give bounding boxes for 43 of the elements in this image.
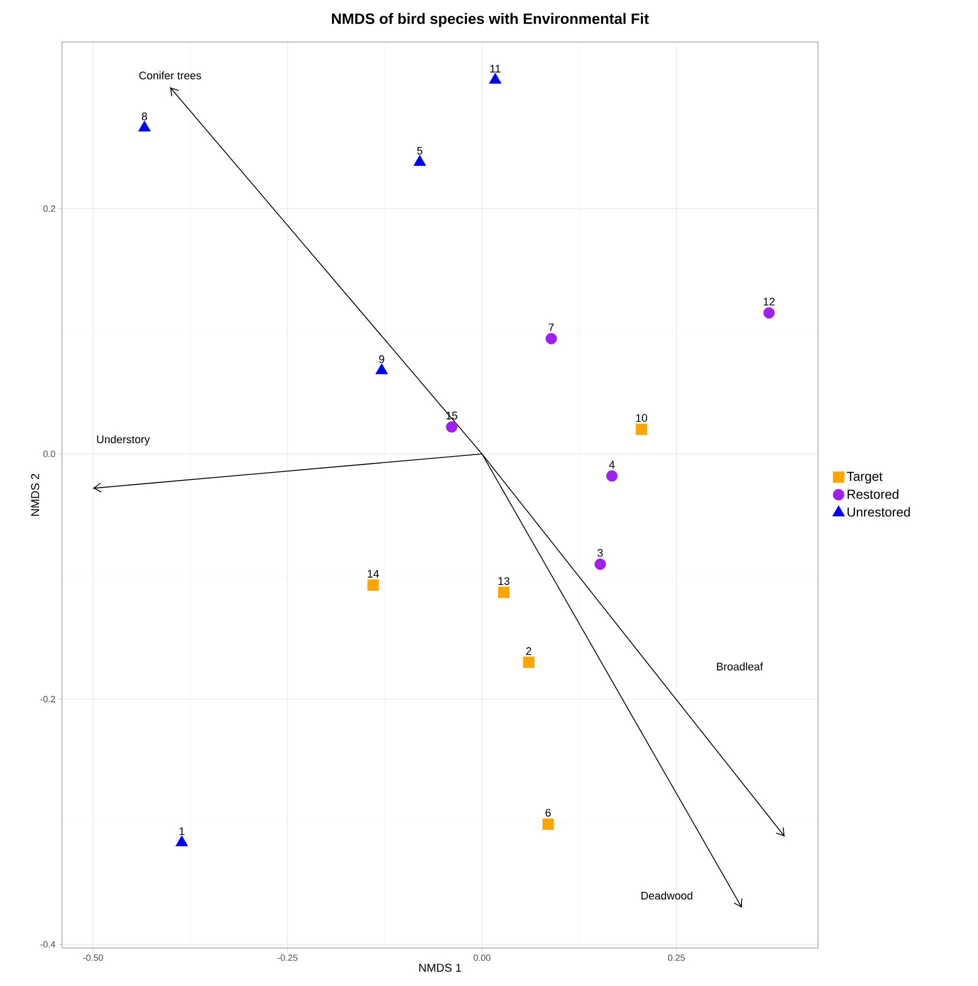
point [606,470,618,482]
annotation: 2 [526,647,532,655]
annotation: Broadleaf [717,662,764,670]
point [176,835,188,846]
x-tick-label: -0.25 [278,954,298,961]
legend-label: Restored [848,489,898,499]
point [542,818,554,830]
annotation: 1 [180,828,184,836]
annotation: 12 [764,298,775,306]
annotation: 6 [546,808,551,817]
point [522,656,534,668]
y-tick-label: 0.0 [43,450,56,458]
x-tick-label: 0.25 [668,954,685,961]
x-axis-title: NMDS 1 [419,964,462,972]
annotation: 13 [498,577,510,585]
point [446,421,458,433]
point [763,307,775,319]
annotation: 10 [636,414,648,422]
point [594,558,606,570]
y-tick-label: -0.4 [40,941,56,948]
annotation: 9 [379,355,384,364]
annotation: 3 [598,548,603,557]
y-tick-label: 0.2 [43,206,56,212]
annotation: Conifer trees [139,71,202,80]
annotation: 7 [548,324,554,332]
point [498,586,510,598]
annotation: 8 [142,112,148,120]
legend-label: Target [846,472,883,484]
annotation: Deadwood [641,892,692,900]
y-axis-title: NMDS 2 [31,474,40,516]
legend-label: Unrestored [848,507,910,517]
point [546,332,557,344]
y-tick-label: -0.2 [40,696,56,702]
point [636,424,648,436]
annotation: 14 [368,570,379,578]
annotation: 11 [490,64,500,72]
point [367,579,379,591]
annotation: 4 [609,460,615,468]
x-tick-label: 0.00 [474,954,490,961]
annotation: Understory [97,435,150,446]
chart-title: NMDS of bird species with Environmental Fit [332,13,649,27]
x-tick-label: -0.50 [83,954,103,961]
annotation: 5 [417,146,422,155]
